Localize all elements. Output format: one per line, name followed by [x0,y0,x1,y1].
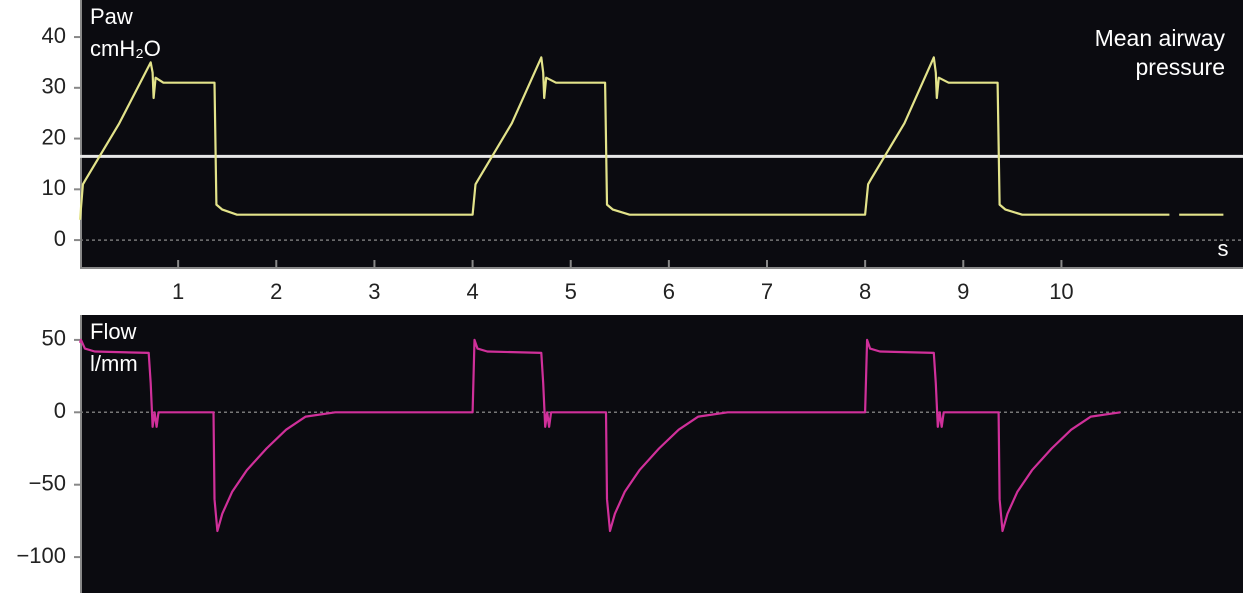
y-tick-label: −100 [16,543,66,568]
mean-pressure-label: Mean airway pressure [1094,25,1225,80]
y-tick-label: −50 [29,471,66,496]
data-line [78,56,1224,220]
y-tick-label: 0 [54,398,66,423]
y-axis-unit: cmH₂O [90,36,161,61]
y-axis-unit: l/mm [90,351,138,376]
x-tick-label: 8 [859,279,871,304]
y-tick-label: 20 [42,124,66,149]
x-tick-label: 4 [466,279,478,304]
x-tick-label: 7 [761,279,773,304]
x-tick-label: 3 [368,279,380,304]
plot-area [80,0,1243,268]
data-line [78,338,1121,533]
x-axis-label: s [1218,236,1229,261]
x-tick-label: 6 [663,279,675,304]
x-tick-label: 1 [172,279,184,304]
y-tick-label: 0 [54,226,66,251]
y-axis-label: Paw [90,4,133,29]
y-tick-label: 30 [42,74,66,99]
y-tick-label: 50 [42,326,66,351]
plot-area [80,315,1243,593]
y-axis-label: Flow [90,319,137,344]
x-tick-label: 2 [270,279,282,304]
x-tick-label: 5 [565,279,577,304]
x-tick-label: 9 [957,279,969,304]
x-tick-label: 10 [1049,279,1073,304]
y-tick-label: 40 [42,23,66,48]
y-tick-label: 10 [42,175,66,200]
